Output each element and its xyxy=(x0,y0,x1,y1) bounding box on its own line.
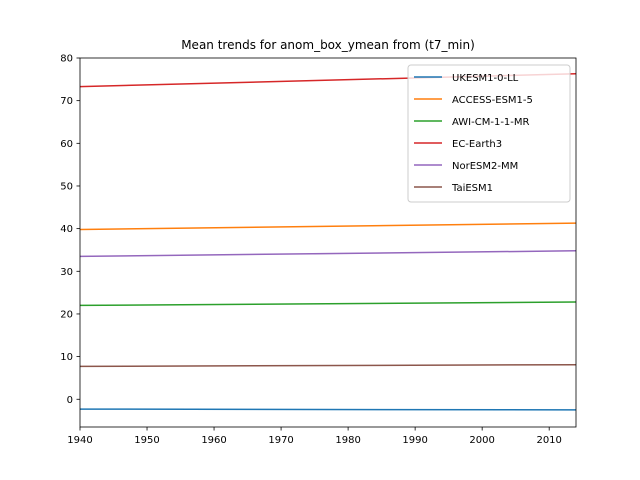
y-tick-label: 30 xyxy=(60,267,73,278)
axes: 1940 1950 1960 1970 1980 1990 2000 2010 0 10 20 30 4… xyxy=(60,54,577,446)
legend-label-5: TaiESM1 xyxy=(451,183,493,194)
legend-box xyxy=(407,64,571,203)
x-tick-label: 1980 xyxy=(335,435,360,446)
chart-title: Mean trends for anom_box_ymean from (t7_… xyxy=(181,38,475,52)
plot-lines xyxy=(80,73,576,411)
y-tick-label: 0 xyxy=(67,395,73,406)
legend: UKESM1-0-LL ACCESS-ESM1-5 AWI-CM-1-1-MR EC-… xyxy=(407,64,571,203)
y-tick-label: 80 xyxy=(60,54,73,65)
series-line-2 xyxy=(80,301,576,307)
x-tick-label: 1950 xyxy=(134,435,159,446)
y-tick-label: 20 xyxy=(60,309,73,320)
x-tick-label: 1960 xyxy=(201,435,226,446)
series-line-4 xyxy=(80,250,576,258)
x-tick-label: 1940 xyxy=(67,435,92,446)
y-tick-label: 40 xyxy=(60,224,73,235)
series-line-1 xyxy=(80,222,576,231)
x-tick-label: 2000 xyxy=(469,435,494,446)
y-tick-label: 60 xyxy=(60,139,73,150)
series-line-0 xyxy=(80,408,576,411)
plot-frame xyxy=(79,57,577,428)
y-tick-label: 50 xyxy=(60,181,73,192)
legend-label-3: EC-Earth3 xyxy=(452,139,502,150)
y-tick-label: 10 xyxy=(60,352,73,363)
y-tick-label: 70 xyxy=(60,96,73,107)
x-tick-label: 2010 xyxy=(536,435,561,446)
legend-label-1: ACCESS-ESM1-5 xyxy=(452,95,533,106)
x-tick-label: 1970 xyxy=(268,435,293,446)
x-tick-label: 1990 xyxy=(402,435,427,446)
legend-label-2: AWI-CM-1-1-MR xyxy=(452,117,530,128)
series-line-5 xyxy=(80,363,576,368)
legend-label-0: UKESM1-0-LL xyxy=(452,73,519,84)
legend-label-4: NorESM2-MM xyxy=(452,161,518,172)
